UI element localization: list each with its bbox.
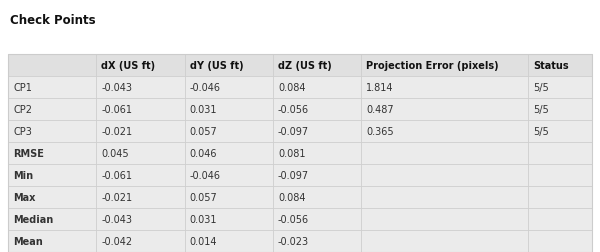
Bar xyxy=(97,230,185,252)
Text: -0.061: -0.061 xyxy=(101,105,133,115)
Text: -0.097: -0.097 xyxy=(278,127,309,137)
Text: dY (US ft): dY (US ft) xyxy=(190,61,243,71)
Bar xyxy=(8,77,97,99)
Text: 0.487: 0.487 xyxy=(367,105,394,115)
Bar xyxy=(273,186,361,208)
Bar xyxy=(97,77,185,99)
Text: dX (US ft): dX (US ft) xyxy=(101,61,155,71)
Bar xyxy=(273,55,361,77)
Bar xyxy=(8,55,97,77)
Text: Median: Median xyxy=(13,214,53,224)
Text: -0.061: -0.061 xyxy=(101,170,133,180)
Text: -0.023: -0.023 xyxy=(278,236,309,246)
Bar xyxy=(97,55,185,77)
Bar xyxy=(361,99,528,120)
Text: -0.043: -0.043 xyxy=(101,214,133,224)
Text: -0.043: -0.043 xyxy=(101,83,133,93)
Bar xyxy=(273,142,361,164)
Bar xyxy=(8,230,97,252)
Bar xyxy=(185,186,273,208)
Text: Check Points: Check Points xyxy=(10,14,95,27)
Text: CP1: CP1 xyxy=(13,83,32,93)
Bar xyxy=(185,55,273,77)
Text: 0.014: 0.014 xyxy=(190,236,217,246)
Text: CP2: CP2 xyxy=(13,105,32,115)
Text: -0.021: -0.021 xyxy=(101,127,133,137)
Bar xyxy=(97,142,185,164)
Bar xyxy=(185,77,273,99)
Bar xyxy=(8,186,97,208)
Text: CP3: CP3 xyxy=(13,127,32,137)
Bar xyxy=(361,142,528,164)
Bar xyxy=(8,99,97,120)
Bar xyxy=(97,120,185,142)
Bar xyxy=(185,208,273,230)
Bar xyxy=(528,77,592,99)
Bar xyxy=(361,55,528,77)
Text: -0.046: -0.046 xyxy=(190,83,221,93)
Bar xyxy=(528,120,592,142)
Bar xyxy=(8,164,97,186)
Text: -0.056: -0.056 xyxy=(278,105,309,115)
Text: 0.057: 0.057 xyxy=(190,127,217,137)
Text: 0.031: 0.031 xyxy=(190,214,217,224)
Bar xyxy=(97,164,185,186)
Bar xyxy=(8,208,97,230)
Text: Status: Status xyxy=(533,61,569,71)
Bar xyxy=(97,99,185,120)
Text: 5/5: 5/5 xyxy=(533,83,549,93)
Bar xyxy=(273,120,361,142)
Bar xyxy=(185,99,273,120)
Text: 0.046: 0.046 xyxy=(190,148,217,158)
Bar xyxy=(273,230,361,252)
Text: -0.042: -0.042 xyxy=(101,236,133,246)
Text: 5/5: 5/5 xyxy=(533,127,549,137)
Bar xyxy=(273,77,361,99)
Text: -0.056: -0.056 xyxy=(278,214,309,224)
Text: Max: Max xyxy=(13,192,35,202)
Text: dZ (US ft): dZ (US ft) xyxy=(278,61,332,71)
Text: -0.097: -0.097 xyxy=(278,170,309,180)
Bar xyxy=(361,77,528,99)
Bar xyxy=(97,208,185,230)
Text: Mean: Mean xyxy=(13,236,43,246)
Bar xyxy=(528,55,592,77)
Bar xyxy=(528,164,592,186)
Bar xyxy=(8,142,97,164)
Bar xyxy=(361,230,528,252)
Text: 0.045: 0.045 xyxy=(101,148,129,158)
Bar xyxy=(361,164,528,186)
Bar xyxy=(273,208,361,230)
Bar xyxy=(8,120,97,142)
Bar xyxy=(361,120,528,142)
Bar xyxy=(8,55,592,252)
Bar xyxy=(528,186,592,208)
Text: 0.084: 0.084 xyxy=(278,192,305,202)
Bar xyxy=(273,164,361,186)
Text: Projection Error (pixels): Projection Error (pixels) xyxy=(367,61,499,71)
Bar xyxy=(185,230,273,252)
Text: 0.031: 0.031 xyxy=(190,105,217,115)
Bar xyxy=(361,208,528,230)
Bar xyxy=(185,120,273,142)
Bar xyxy=(273,99,361,120)
Text: 5/5: 5/5 xyxy=(533,105,549,115)
Text: 1.814: 1.814 xyxy=(367,83,394,93)
Bar xyxy=(97,186,185,208)
Bar xyxy=(528,99,592,120)
Bar xyxy=(528,208,592,230)
Bar xyxy=(185,142,273,164)
Text: -0.046: -0.046 xyxy=(190,170,221,180)
Text: -0.021: -0.021 xyxy=(101,192,133,202)
Bar xyxy=(528,142,592,164)
Text: RMSE: RMSE xyxy=(13,148,44,158)
Text: 0.365: 0.365 xyxy=(367,127,394,137)
Text: 0.057: 0.057 xyxy=(190,192,217,202)
Bar xyxy=(361,186,528,208)
Text: 0.084: 0.084 xyxy=(278,83,305,93)
Text: Min: Min xyxy=(13,170,33,180)
Bar xyxy=(528,230,592,252)
Bar xyxy=(185,164,273,186)
Text: 0.081: 0.081 xyxy=(278,148,305,158)
